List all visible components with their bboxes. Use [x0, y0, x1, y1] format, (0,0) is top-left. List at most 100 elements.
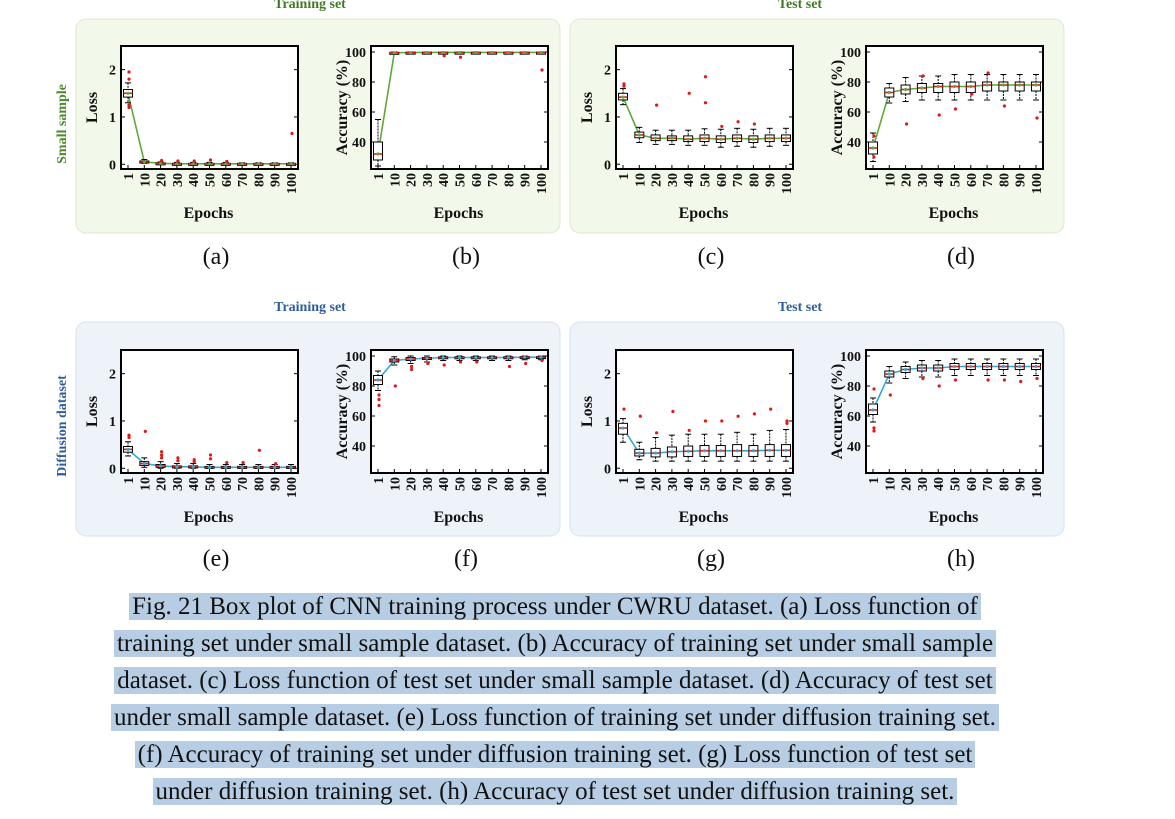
mean-dot [1018, 364, 1022, 369]
x-tick-label: 90 [519, 477, 534, 491]
y-tick-label: 1 [604, 111, 611, 126]
x-tick-label: 10 [883, 477, 898, 491]
x-tick-label: 40 [682, 173, 697, 187]
x-tick-label: 10 [138, 477, 153, 491]
mean-dot [409, 51, 413, 55]
box-10 [389, 356, 400, 366]
y-tick-label: 1 [109, 415, 116, 430]
mean-dot [175, 465, 179, 469]
outlier-point [872, 387, 876, 391]
mean-dot [920, 366, 924, 370]
box-100 [536, 355, 546, 361]
x-tick-label: 1 [122, 173, 137, 180]
x-tick-label: 60 [470, 477, 485, 491]
y-tick-label: 40 [352, 440, 366, 455]
x-tick-label: 10 [633, 477, 648, 491]
x-tick-label: 90 [269, 173, 284, 187]
mean-dot [441, 355, 445, 360]
x-tick-label: 10 [138, 173, 153, 187]
x-tick-label: 100 [1030, 477, 1045, 498]
subfigure-label: (e) [203, 546, 230, 572]
y-tick-label: 0 [109, 158, 116, 173]
mean-dot [985, 364, 989, 369]
box-60 [715, 128, 726, 148]
x-tick-label: 50 [949, 173, 964, 187]
outlier-point [736, 414, 740, 418]
mean-dot [289, 465, 293, 469]
y-axis-label: Accuracy (%) [829, 364, 846, 460]
x-axis-label: Epochs [184, 509, 234, 526]
caption-line: (f) Accuracy of training set under diffu… [134, 741, 976, 768]
outlier-point [192, 460, 196, 464]
y-axis-label: Loss [84, 92, 101, 123]
box-80 [748, 433, 759, 462]
x-tick-label: 60 [715, 477, 730, 491]
box-10 [139, 159, 150, 164]
x-tick-label: 30 [171, 477, 186, 491]
box-10 [139, 457, 150, 468]
figure-caption: Fig. 21 Box plot of CNN training process… [0, 588, 1110, 810]
x-tick-label: 100 [285, 477, 300, 498]
x-tick-label: 30 [421, 477, 436, 491]
mean-dot [1034, 83, 1038, 87]
box-90 [764, 429, 775, 462]
outlier-point [127, 103, 131, 107]
x-tick-label: 80 [502, 477, 517, 491]
y-axis-label: Accuracy (%) [829, 60, 846, 156]
box-30 [421, 50, 432, 55]
x-tick-label: 1 [617, 173, 632, 180]
y-tick-label: 40 [847, 136, 861, 151]
outlier-point [410, 367, 414, 372]
x-tick-label: 20 [155, 173, 170, 187]
y-tick-label: 80 [352, 76, 366, 91]
row2-training-header: Training set [274, 300, 346, 315]
y-tick-label: 80 [847, 76, 861, 91]
mean-dot [686, 137, 690, 141]
y-tick-label: 2 [604, 64, 611, 79]
mean-dot [441, 50, 445, 55]
plot-frame [120, 45, 299, 170]
outlier-point [290, 131, 294, 136]
mean-dot [621, 95, 625, 99]
mean-dot [490, 355, 494, 360]
iqr-box [373, 141, 383, 161]
box-20 [650, 129, 661, 145]
outlier-point [160, 456, 164, 460]
box-30 [666, 129, 677, 145]
x-tick-label: 20 [405, 173, 420, 187]
outlier-point [872, 426, 876, 430]
y-tick-label: 40 [352, 136, 366, 151]
outlier-point [720, 124, 724, 129]
outlier-point [176, 456, 180, 460]
x-tick-label: 50 [949, 477, 964, 491]
subfigure-label: (h) [947, 546, 975, 572]
outlier-point [921, 376, 925, 381]
outlier-point [752, 122, 757, 126]
x-tick-label: 70 [486, 173, 501, 187]
mean-dot [702, 136, 707, 140]
mean-dot [1001, 83, 1006, 87]
box-60 [470, 355, 481, 361]
outlier-point [225, 159, 229, 164]
mean-dot [539, 50, 543, 55]
outlier-point [225, 460, 229, 465]
outlier-point [703, 75, 708, 79]
mean-dot [784, 136, 788, 140]
box-50 [204, 463, 215, 469]
x-axis-label: Epochs [184, 205, 234, 222]
outlier-point [475, 360, 479, 364]
box-50 [454, 355, 465, 361]
subfigure-label: (g) [697, 546, 725, 572]
outlier-point [127, 435, 131, 440]
y-tick-label: 60 [847, 410, 861, 425]
mean-dot [126, 447, 130, 451]
mean-dot [1034, 364, 1038, 369]
box-1 [868, 132, 878, 162]
mean-dot [920, 86, 924, 90]
outlier-point [785, 421, 789, 425]
